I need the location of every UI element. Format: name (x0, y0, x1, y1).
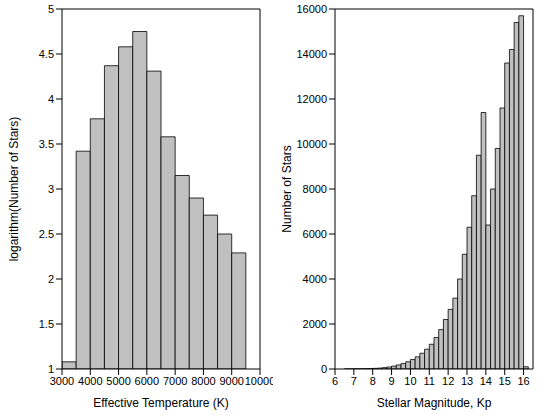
svg-text:4: 4 (48, 93, 54, 105)
svg-text:9000: 9000 (219, 375, 243, 387)
svg-text:8000: 8000 (191, 375, 215, 387)
svg-text:8: 8 (370, 375, 376, 387)
svg-text:6: 6 (332, 375, 338, 387)
svg-text:7000: 7000 (163, 375, 187, 387)
svg-text:5000: 5000 (106, 375, 130, 387)
svg-text:3: 3 (48, 183, 54, 195)
svg-text:10000: 10000 (245, 375, 273, 387)
svg-text:16: 16 (517, 375, 529, 387)
svg-text:2: 2 (48, 273, 54, 285)
svg-text:2000: 2000 (303, 318, 327, 330)
svg-text:2.5: 2.5 (39, 228, 54, 240)
svg-text:8000: 8000 (303, 183, 327, 195)
svg-text:Effective Temperature (K): Effective Temperature (K) (93, 396, 229, 410)
svg-text:1.5: 1.5 (39, 318, 54, 330)
svg-text:10000: 10000 (296, 138, 327, 150)
svg-text:13: 13 (461, 375, 473, 387)
svg-text:14: 14 (480, 375, 492, 387)
svg-text:7: 7 (351, 375, 357, 387)
svg-text:6000: 6000 (135, 375, 159, 387)
svg-text:9: 9 (389, 375, 395, 387)
svg-text:4000: 4000 (303, 273, 327, 285)
svg-text:14000: 14000 (296, 48, 327, 60)
svg-text:0: 0 (321, 363, 327, 375)
svg-text:Number of Stars: Number of Stars (280, 145, 294, 232)
svg-text:1: 1 (48, 363, 54, 375)
svg-text:3.5: 3.5 (39, 138, 54, 150)
svg-text:15: 15 (499, 375, 511, 387)
svg-text:logarithm(Number of Stars): logarithm(Number of Stars) (8, 117, 21, 262)
svg-text:4.5: 4.5 (39, 48, 54, 60)
svg-text:6000: 6000 (303, 228, 327, 240)
svg-text:10: 10 (404, 375, 416, 387)
svg-text:3000: 3000 (50, 375, 74, 387)
svg-text:11: 11 (424, 375, 435, 387)
svg-text:Stellar Magnitude, Kp: Stellar Magnitude, Kp (377, 396, 492, 410)
svg-text:4000: 4000 (78, 375, 102, 387)
svg-text:16000: 16000 (296, 3, 327, 15)
svg-text:12: 12 (442, 375, 454, 387)
svg-text:5: 5 (48, 3, 54, 15)
svg-text:12000: 12000 (296, 93, 327, 105)
